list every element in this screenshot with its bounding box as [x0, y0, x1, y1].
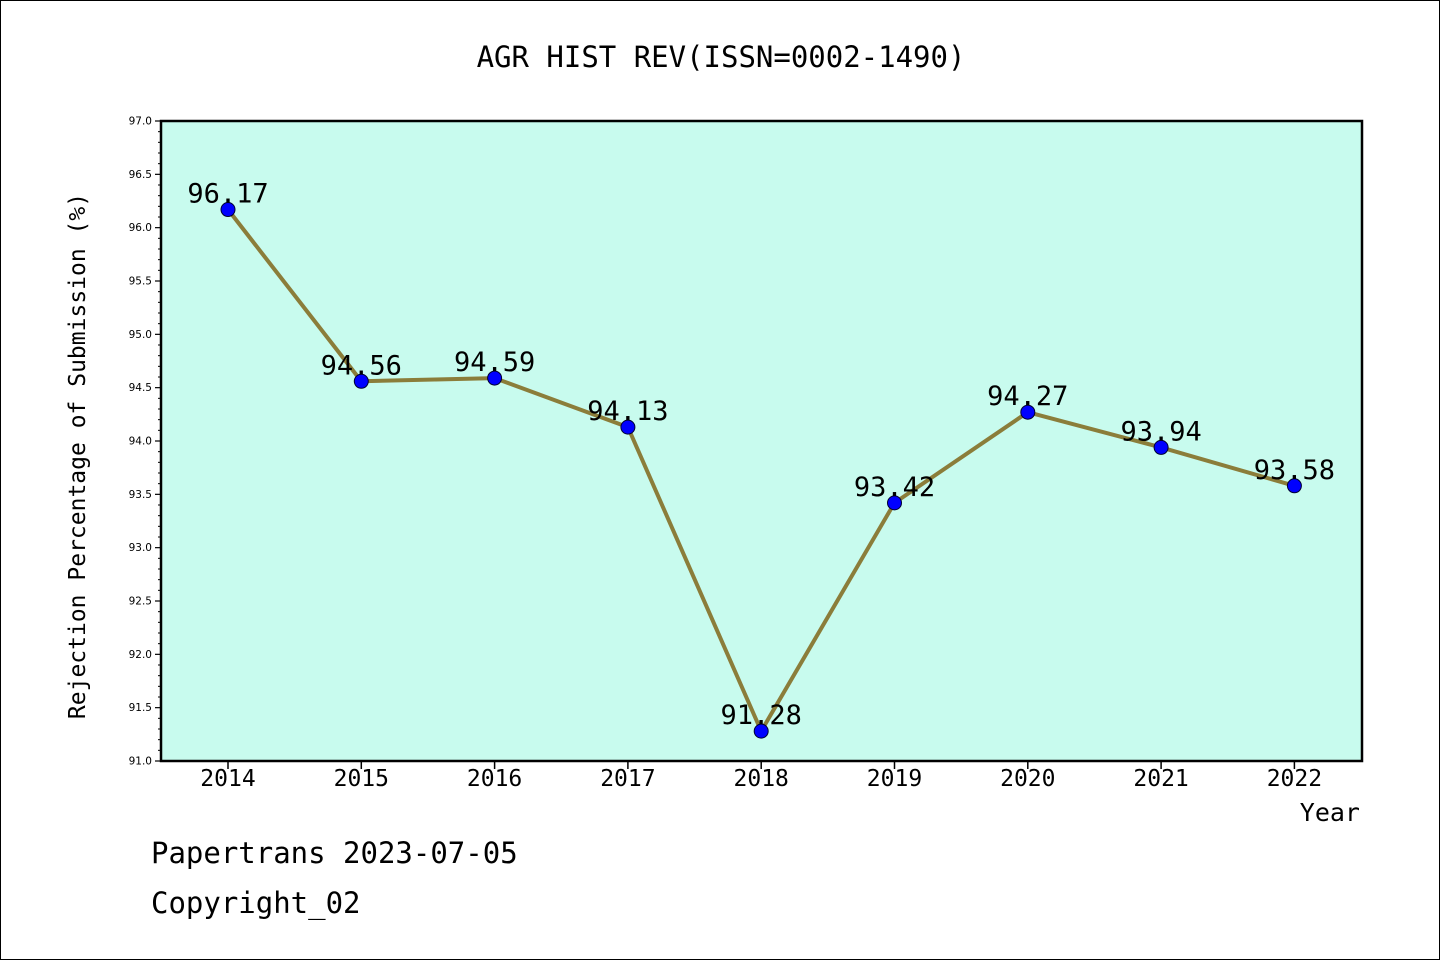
x-tick-label: 2018 — [734, 766, 789, 792]
data-point — [220, 202, 236, 218]
y-tick-label: 96.0 — [129, 222, 152, 234]
x-axis-ticks: 2014 2015 2016 2017 2018 2019 2020 2021 2022 — [200, 761, 1322, 792]
x-tick-label: 2021 — [1133, 766, 1188, 792]
data-label: 93.58 — [1254, 455, 1335, 486]
chart-title: AGR HIST REV(ISSN=0002-1490) — [477, 40, 966, 74]
y-tick-label: 91.0 — [129, 756, 152, 768]
x-tick-label: 2014 — [200, 766, 255, 792]
data-label: 93.94 — [1120, 416, 1201, 447]
data-label: 93.42 — [854, 472, 935, 503]
x-tick-label: 2020 — [1000, 766, 1055, 792]
series-layer: 96.17 94.56 94.59 94.13 91.28 93.42 94.27 93.94… — [187, 179, 1335, 739]
footer-date: Papertrans 2023-07-05 — [151, 836, 518, 870]
data-point — [487, 370, 503, 386]
data-point — [353, 373, 369, 389]
y-tick-label: 93.5 — [129, 489, 152, 501]
x-tick-label: 2017 — [600, 766, 655, 792]
x-tick-label: 2016 — [467, 766, 522, 792]
data-point — [1020, 404, 1036, 420]
y-tick-label: 95.0 — [129, 329, 152, 341]
y-tick-label: 94.0 — [129, 436, 152, 448]
data-label: 94.27 — [987, 381, 1068, 412]
x-tick-label: 2022 — [1267, 766, 1322, 792]
y-tick-label: 94.5 — [129, 382, 152, 394]
data-point — [887, 495, 902, 511]
y-axis-ticks: 91.0 91.5 92.0 92.5 93.0 93.5 94.0 94.5 95.0 95.5… — [129, 116, 161, 768]
data-label: 96.17 — [187, 179, 268, 210]
x-tick-label: 2019 — [867, 766, 922, 792]
data-point — [1153, 439, 1169, 455]
y-axis-label: Rejection Percentage of Submission (%) — [65, 193, 91, 719]
x-axis-label: Year — [1300, 798, 1360, 827]
footer-copyright: Copyright_02 — [151, 886, 361, 920]
y-tick-label: 92.5 — [129, 596, 152, 608]
data-point — [1286, 478, 1302, 494]
data-label: 91.28 — [721, 700, 802, 731]
data-label: 94.13 — [587, 396, 668, 427]
y-tick-label: 96.5 — [129, 169, 152, 181]
data-label: 94.59 — [454, 347, 535, 378]
data-label: 94.56 — [321, 350, 402, 381]
y-tick-label: 91.5 — [129, 702, 152, 714]
y-tick-label: 93.0 — [129, 542, 152, 554]
data-point — [753, 723, 769, 739]
data-point — [620, 419, 636, 435]
y-tick-label: 92.0 — [129, 649, 152, 661]
y-tick-label: 95.5 — [129, 276, 152, 288]
x-tick-label: 2015 — [334, 766, 389, 792]
y-tick-label: 97.0 — [129, 116, 152, 128]
